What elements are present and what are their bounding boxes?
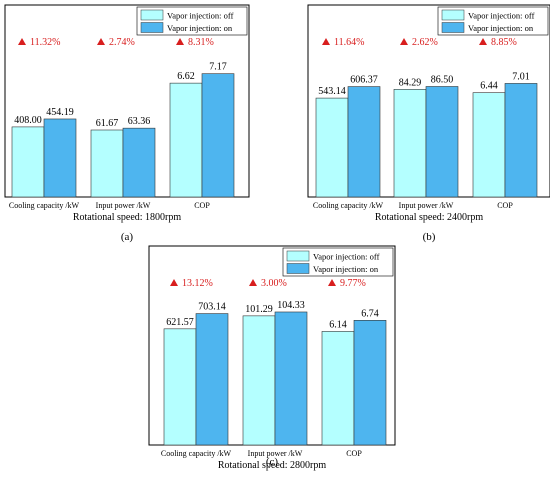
increase-triangle-icon [400,38,408,45]
data-label: 6.62 [177,71,195,82]
data-label: 101.29 [245,304,273,315]
bar-off-3 [472,92,506,198]
bar-on-2 [425,86,459,198]
legend-swatch [140,22,164,33]
data-label: 86.50 [431,74,454,85]
increase-triangle-icon [322,38,330,45]
increase-percent: 13.12% [182,278,213,289]
data-label: 7.01 [512,71,530,82]
panel-label: (a) [121,231,134,243]
bar-off-2 [393,89,427,198]
increase-percent: 9.77% [340,278,366,289]
bar-on-1 [195,313,229,446]
legend-swatch [286,263,310,274]
legend-label: Vapor injection: off [313,252,380,262]
increase-triangle-icon [18,38,26,45]
panel-label: (b) [423,231,436,243]
bar-off-3 [321,331,355,446]
chart-panel-1: 408.00 454.19 Cooling capacity /kW 11.32% 61… [4,4,250,243]
bar-on-1 [43,118,77,198]
increase-percent: 11.32% [30,37,60,48]
data-label: 543.14 [318,86,346,97]
legend-swatch [140,9,164,21]
x-tick-label: Cooling capacity /kW [161,449,232,458]
x-tick-label: Cooling capacity /kW [9,201,80,210]
legend-swatch [441,22,465,33]
bar-on-3 [353,320,387,446]
data-label: 6.14 [329,319,347,330]
panel-label: (c) [266,456,279,468]
data-label: 408.00 [14,115,42,126]
data-label: 6.44 [480,81,498,92]
increase-triangle-icon [97,38,105,45]
increase-triangle-icon [176,38,184,45]
bar-off-1 [11,126,45,198]
bar-off-3 [169,82,203,198]
data-label: 606.37 [350,75,378,86]
increase-percent: 2.62% [412,37,438,48]
legend-swatch [286,250,310,262]
x-tick-label: Input power /kW [96,201,151,210]
x-tick-label: COP [346,449,362,458]
data-label: 621.57 [166,317,194,328]
data-label: 104.33 [277,300,305,311]
increase-percent: 2.74% [109,37,135,48]
increase-triangle-icon [170,279,178,286]
x-tick-label: Input power /kW [399,201,454,210]
chart-panel-3: 621.57 703.14 Cooling capacity /kW 13.12% 10… [148,245,396,471]
x-tick-label: Cooling capacity /kW [313,201,384,210]
data-label: 703.14 [198,302,226,313]
data-label: 61.67 [96,118,119,129]
increase-triangle-icon [328,279,336,286]
legend-label: Vapor injection: off [468,11,535,21]
increase-percent: 8.31% [188,37,214,48]
increase-percent: 3.00% [261,278,287,289]
x-tick-label: COP [497,201,513,210]
legend-label: Vapor injection: on [313,264,379,274]
data-label: 6.74 [361,308,379,319]
increase-percent: 11.64% [334,37,364,48]
x-tick-label: Input power /kW [248,449,303,458]
x-axis-title: Rotational speed: 1800rpm [73,212,182,223]
bar-on-2 [122,127,156,198]
x-axis-title: Rotational speed: 2800rpm [218,460,327,471]
increase-percent: 8.85% [491,37,517,48]
x-tick-label: COP [194,201,210,210]
bar-off-2 [90,129,124,198]
legend-label: Vapor injection: off [167,11,234,21]
bar-on-1 [347,86,381,198]
x-axis-title: Rotational speed: 2400rpm [375,212,484,223]
legend-label: Vapor injection: on [167,23,233,33]
bar-off-2 [242,315,276,446]
bar-on-3 [504,83,538,198]
legend-swatch [441,9,465,21]
bar-off-1 [315,97,349,198]
bar-on-2 [274,311,308,446]
data-label: 7.17 [209,62,227,73]
legend-label: Vapor injection: on [468,23,534,33]
chart-panel-2: 543.14 606.37 Cooling capacity /kW 11.64% 84… [307,4,550,243]
data-label: 84.29 [399,77,422,88]
bar-off-1 [163,328,197,446]
increase-triangle-icon [479,38,487,45]
bar-on-3 [201,73,235,198]
increase-triangle-icon [249,279,257,286]
data-label: 454.19 [46,107,74,118]
data-label: 63.36 [128,116,151,127]
